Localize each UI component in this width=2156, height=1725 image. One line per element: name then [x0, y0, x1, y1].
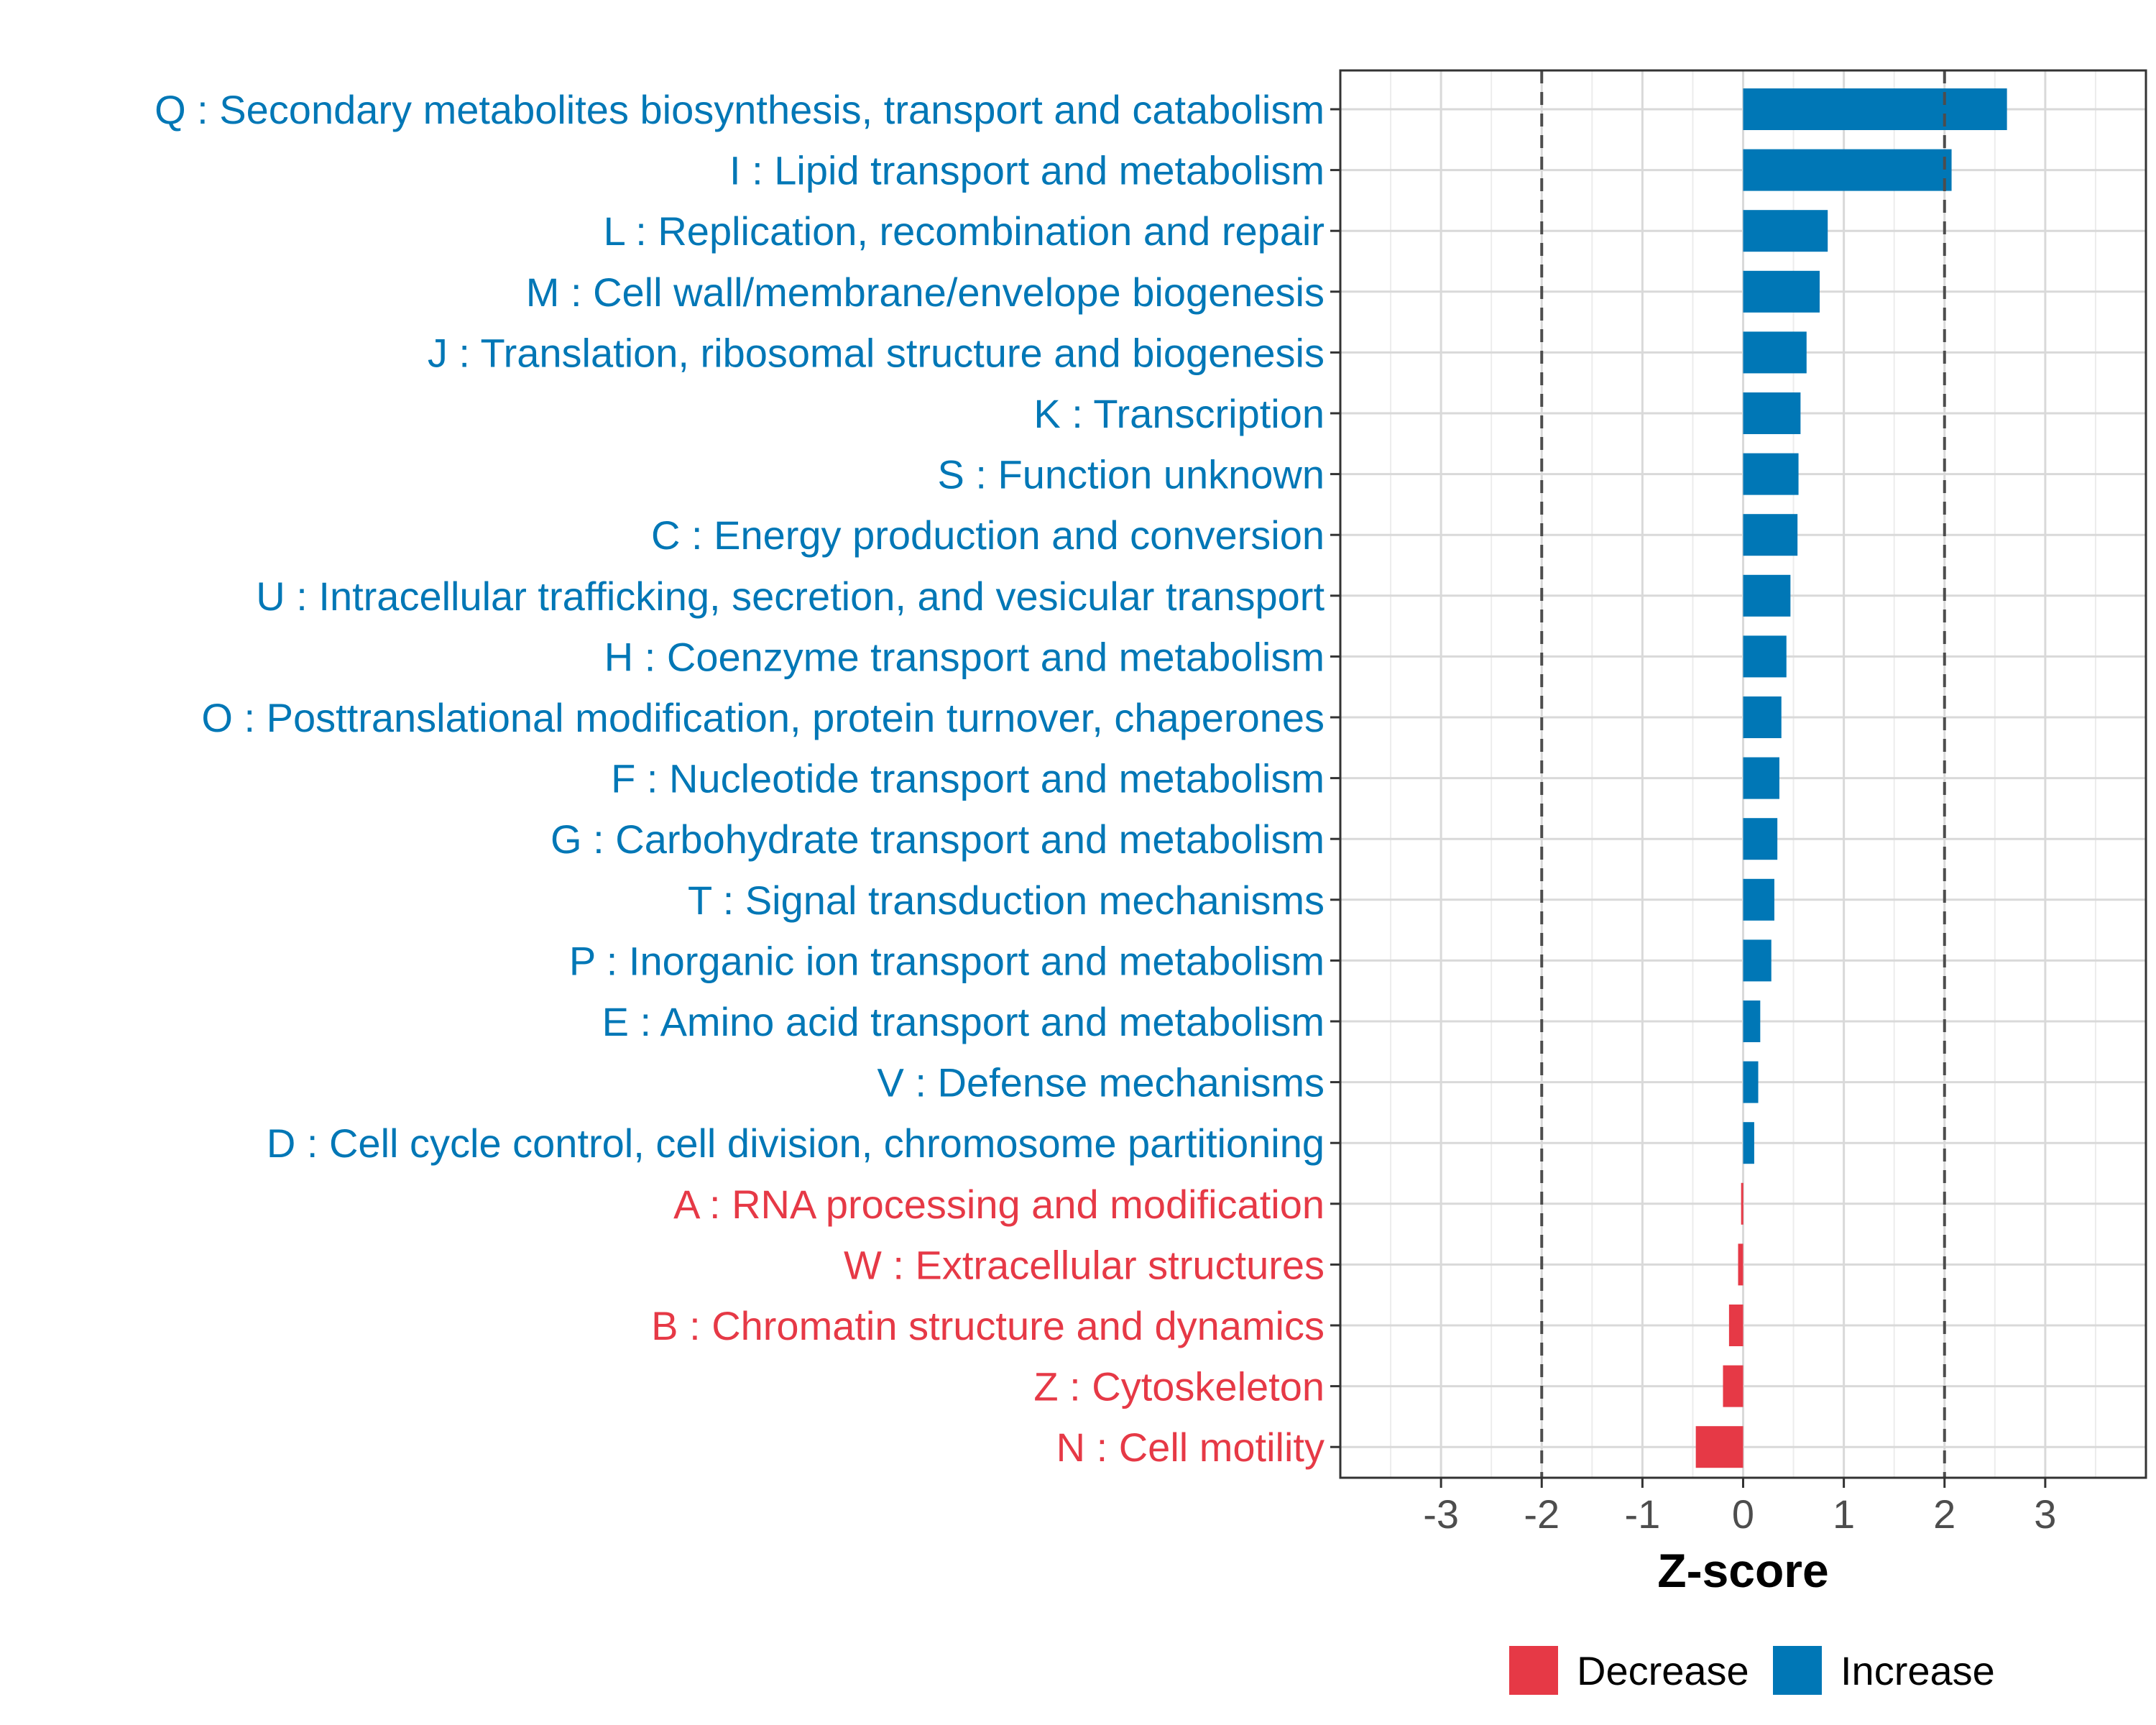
bar-j: [1743, 331, 1807, 374]
bar-d: [1743, 1122, 1754, 1164]
x-tick-label: -1: [1624, 1491, 1660, 1537]
bar-b: [1728, 1305, 1743, 1346]
category-label: M : Cell wall/membrane/envelope biogenes…: [526, 270, 1325, 315]
category-label: E : Amino acid transport and metabolism: [602, 999, 1325, 1044]
bar-z: [1723, 1365, 1743, 1407]
category-label: U : Intracellular trafficking, secretion…: [256, 574, 1325, 619]
category-label: A : RNA processing and modification: [673, 1182, 1325, 1227]
legend-key-decrease: [1509, 1646, 1558, 1695]
category-labels: Q : Secondary metabolites biosynthesis, …: [155, 87, 1340, 1470]
category-label: H : Coenzyme transport and metabolism: [604, 634, 1325, 679]
legend-label-decrease: Decrease: [1577, 1648, 1749, 1693]
category-label: F : Nucleotide transport and metabolism: [611, 756, 1325, 801]
bar-v: [1743, 1061, 1759, 1103]
bar-t: [1743, 878, 1774, 921]
x-tick-label: 0: [1732, 1491, 1754, 1537]
x-tick-label: 3: [2034, 1491, 2056, 1537]
category-label: V : Defense mechanisms: [877, 1060, 1325, 1105]
bar-w: [1738, 1243, 1743, 1286]
bar-e: [1743, 1000, 1761, 1042]
legend: Decrease Increase: [1509, 1646, 1995, 1695]
category-label: K : Transcription: [1033, 391, 1325, 436]
category-label: G : Carbohydrate transport and metabolis…: [550, 816, 1325, 862]
category-label: N : Cell motility: [1056, 1425, 1325, 1470]
bar-c: [1743, 514, 1798, 556]
bars: [1695, 88, 2007, 1468]
category-label: W : Extracellular structures: [844, 1242, 1325, 1287]
x-axis: -3 -2 -1 0 1 2 3: [1423, 1478, 2056, 1537]
category-label: T : Signal transduction mechanisms: [688, 878, 1325, 923]
bar-u: [1743, 574, 1791, 617]
x-tick-label: 1: [1833, 1491, 1855, 1537]
category-label: I : Lipid transport and metabolism: [729, 148, 1325, 193]
bar-s: [1743, 453, 1799, 495]
bar-m: [1743, 270, 1820, 313]
bar-a: [1741, 1182, 1743, 1225]
bar-p: [1743, 939, 1772, 982]
category-label: S : Function unknown: [937, 452, 1325, 497]
x-tick-label: 2: [1933, 1491, 1955, 1537]
category-label: J : Translation, ribosomal structure and…: [428, 330, 1325, 375]
bar-q: [1743, 88, 2007, 130]
x-tick-label: -3: [1423, 1491, 1459, 1537]
category-label: Q : Secondary metabolites biosynthesis, …: [155, 87, 1325, 132]
bar-g: [1743, 818, 1778, 860]
x-axis-title: Z-score: [1657, 1544, 1828, 1597]
x-tick-label: -2: [1524, 1491, 1560, 1537]
legend-label-increase: Increase: [1841, 1648, 1995, 1693]
category-label: Z : Cytoskeleton: [1033, 1364, 1325, 1409]
bar-h: [1743, 635, 1787, 678]
category-label: D : Cell cycle control, cell division, c…: [267, 1121, 1325, 1166]
category-label: P : Inorganic ion transport and metaboli…: [569, 938, 1325, 983]
bar-i: [1743, 149, 1952, 191]
category-label: B : Chromatin structure and dynamics: [651, 1303, 1325, 1348]
bar-f: [1743, 757, 1779, 799]
bar-l: [1743, 210, 1828, 252]
bar-n: [1695, 1426, 1743, 1468]
bar-o: [1743, 696, 1782, 738]
category-label: L : Replication, recombination and repai…: [604, 208, 1325, 254]
bar-k: [1743, 392, 1801, 434]
legend-key-increase: [1773, 1646, 1822, 1695]
reference-lines: [1540, 70, 1946, 1478]
category-label: C : Energy production and conversion: [651, 512, 1325, 558]
category-label: O : Posttranslational modification, prot…: [201, 695, 1325, 740]
